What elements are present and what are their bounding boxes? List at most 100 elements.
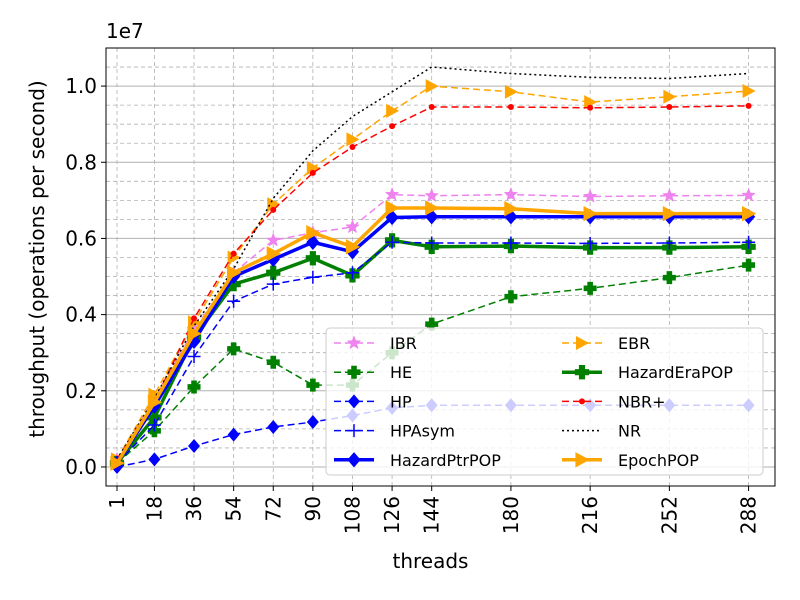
legend-swatch-marker <box>347 452 361 468</box>
x-tick-label: 72 <box>261 496 285 521</box>
legend-label: HazardEraPOP <box>618 363 733 382</box>
data-point-ibr <box>265 232 281 247</box>
x-tick-label: 1 <box>105 496 129 509</box>
data-point-ebr <box>267 197 281 212</box>
x-tick-label: 54 <box>222 496 246 521</box>
data-point-epochpop <box>504 201 519 217</box>
data-point-he <box>187 380 201 394</box>
y-tick-label: 1.0 <box>65 74 97 98</box>
data-point-epochpop <box>741 205 757 222</box>
legend: IBR HE HP HPAsym HazardPtrPOP EBR HazardEraPOP… <box>325 327 764 476</box>
legend-entry-epochpop: EpochPOP <box>562 451 699 470</box>
legend-swatch-marker <box>575 452 590 468</box>
data-point-ebr <box>663 89 677 104</box>
y-tick-label: 0.8 <box>65 150 97 174</box>
data-point-epochpop <box>227 265 242 281</box>
legend-entry-hazarderapop: HazardEraPOP <box>562 363 733 382</box>
data-point-nbr-plus <box>309 169 316 176</box>
data-point-ibr <box>662 188 677 203</box>
legend-entry-nbr-plus: NBR+ <box>562 392 665 411</box>
data-point-epochpop <box>147 394 163 410</box>
legend-swatch-marker <box>579 398 585 405</box>
data-point-epochpop <box>583 205 598 222</box>
data-point-epochpop <box>345 239 361 255</box>
data-point-hpasym <box>583 236 597 250</box>
data-point-epochpop <box>385 200 400 216</box>
data-point-ebr <box>584 95 598 110</box>
data-point-hp <box>306 415 319 430</box>
x-tick-label: 108 <box>340 496 364 534</box>
data-point-epochpop <box>266 245 281 262</box>
data-point-nbr-plus <box>191 315 198 322</box>
data-point-hpasym <box>227 294 241 308</box>
data-point-hp <box>188 439 201 454</box>
y-offset-label: 1e7 <box>106 19 144 43</box>
legend-label: HP <box>390 392 412 411</box>
x-tick-label: 90 <box>301 496 325 521</box>
data-point-hp <box>148 452 161 467</box>
data-point-ebr <box>504 84 518 99</box>
data-point-nbr-plus <box>428 104 435 111</box>
legend-entry-he: HE <box>334 363 412 382</box>
data-point-epochpop <box>425 200 440 216</box>
legend-label: HPAsym <box>390 422 455 441</box>
data-point-ebr <box>742 84 756 99</box>
data-point-hpasym <box>147 418 161 432</box>
data-point-hpasym <box>742 235 756 249</box>
data-point-hazardptrpop <box>504 209 518 225</box>
x-tick-label: 18 <box>142 496 166 521</box>
data-point-ebr <box>425 79 439 94</box>
data-point-hazardptrpop <box>425 209 439 225</box>
legend-entry-hpasym: HPAsym <box>334 422 455 441</box>
data-point-ibr <box>384 186 400 201</box>
data-point-hpasym <box>187 350 201 364</box>
legend-label: EpochPOP <box>618 451 699 470</box>
data-point-he <box>266 355 280 369</box>
data-point-hpasym <box>306 270 320 284</box>
y-tick-label: 0.4 <box>65 303 97 327</box>
data-point-he <box>425 317 439 331</box>
data-point-nbr-plus <box>270 206 277 213</box>
data-point-nbr-plus <box>666 104 673 111</box>
legend-entry-ebr: EBR <box>562 334 650 353</box>
data-point-ebr <box>386 103 400 118</box>
x-tick-label: 288 <box>737 496 761 534</box>
y-axis-label: throughput (operations per second) <box>25 80 49 437</box>
x-tick-label: 216 <box>578 496 602 534</box>
legend-entry-ibr: IBR <box>334 334 417 353</box>
legend-swatch-marker <box>346 335 362 350</box>
x-tick-label: 126 <box>380 496 404 534</box>
data-point-he <box>742 258 756 272</box>
data-point-hpasym <box>504 236 518 250</box>
legend-label: IBR <box>390 334 417 353</box>
data-point-ebr <box>346 132 360 147</box>
legend-label: HazardPtrPOP <box>390 451 501 470</box>
data-point-ibr <box>741 187 756 202</box>
y-tick-label: 0.0 <box>65 455 97 479</box>
plot-frame <box>105 47 776 487</box>
x-axis-label: threads <box>393 549 469 573</box>
legend-swatch-marker <box>347 424 361 438</box>
legend-swatch-marker <box>576 336 589 350</box>
data-point-epochpop <box>110 455 125 471</box>
data-point-ibr <box>582 188 598 203</box>
legend-label: EBR <box>618 334 650 353</box>
data-point-hpasym <box>425 236 439 250</box>
data-point-epochpop <box>187 325 202 342</box>
data-point-he <box>662 271 676 285</box>
data-point-hazarderapop <box>305 251 321 266</box>
data-point-hpasym <box>385 235 399 249</box>
data-point-hpasym <box>266 277 280 291</box>
data-point-ibr <box>345 219 360 234</box>
data-point-he <box>504 290 518 304</box>
legend-box <box>325 327 764 476</box>
data-point-he <box>227 342 241 356</box>
data-point-nbr-plus <box>230 250 237 257</box>
y-tick-label: 0.2 <box>65 379 97 403</box>
data-point-hazarderapop <box>266 265 281 280</box>
legend-label: NBR+ <box>618 392 665 411</box>
legend-label: HE <box>390 363 412 382</box>
x-tick-label: 180 <box>499 496 523 534</box>
legend-entry-nr: NR <box>562 422 641 441</box>
